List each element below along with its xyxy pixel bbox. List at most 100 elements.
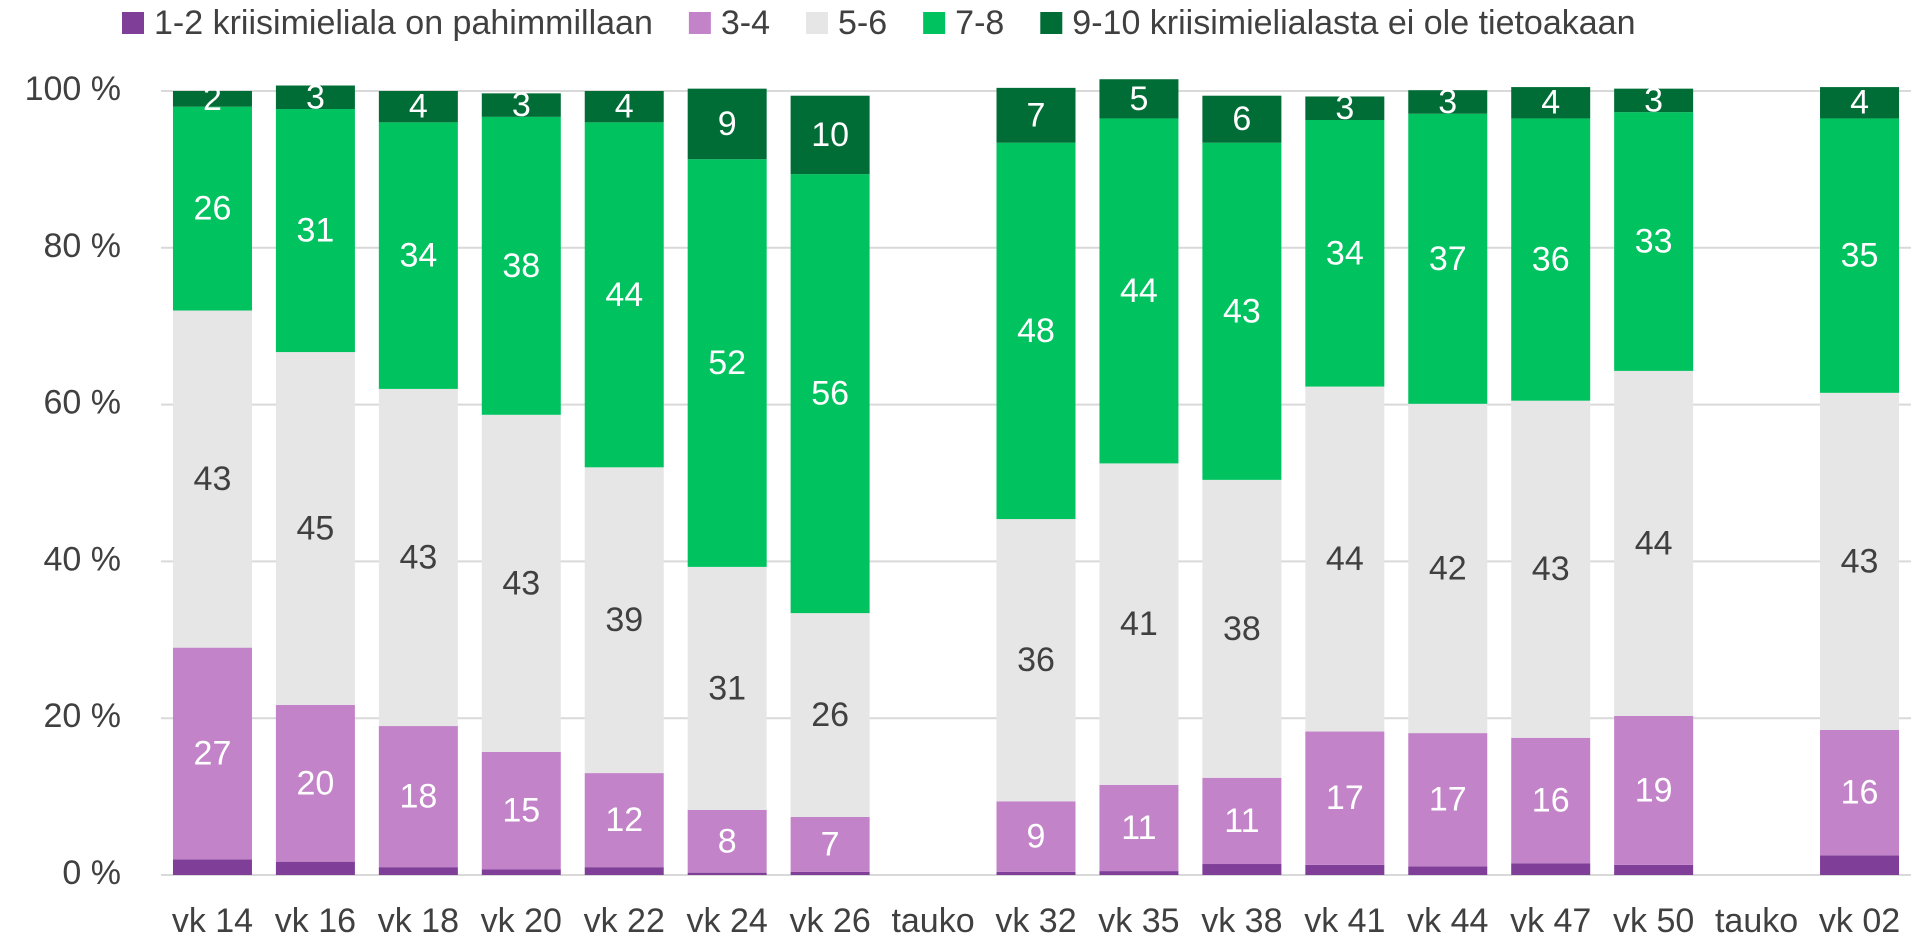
bar-segment <box>1099 79 1179 119</box>
data-label: 2 <box>203 80 222 118</box>
legend-marker <box>923 12 946 34</box>
bar-segment <box>378 388 458 727</box>
bar-segment <box>1820 855 1900 875</box>
bar-segment <box>996 871 1076 875</box>
data-label: 36 <box>1532 241 1570 279</box>
bar-segment <box>1820 392 1900 730</box>
bar-segment <box>1202 95 1282 143</box>
bar-segment <box>790 613 870 817</box>
data-label: 42 <box>1429 549 1467 587</box>
legend-label: 3-4 <box>721 4 770 42</box>
y-tick-label: 40 % <box>44 540 122 578</box>
data-label: 17 <box>1429 781 1467 819</box>
x-tick-label: vk 20 <box>481 902 562 940</box>
bar-segment <box>790 174 870 614</box>
bar-segment <box>996 801 1076 872</box>
bar-segment <box>378 726 458 868</box>
data-label: 7 <box>1027 96 1046 134</box>
x-tick-label: vk 14 <box>172 902 253 940</box>
bar-segment <box>172 106 252 311</box>
data-label: 9 <box>718 105 737 143</box>
bar-segment <box>1202 142 1282 480</box>
bar-segment <box>172 647 252 860</box>
bar-segment <box>687 872 767 875</box>
bar-segment <box>1305 864 1385 875</box>
x-tick-label: vk 35 <box>1098 902 1179 940</box>
data-label: 27 <box>194 734 232 772</box>
bar-segment <box>172 91 252 107</box>
bar-segment <box>584 867 664 875</box>
data-label: 18 <box>399 778 437 816</box>
y-tick-label: 20 % <box>44 697 122 735</box>
bar-segment <box>1305 96 1385 121</box>
bar-segment <box>1614 88 1694 113</box>
bar-segment <box>687 809 767 873</box>
bar-segment <box>1511 737 1591 864</box>
x-tick-label: vk 38 <box>1201 902 1282 940</box>
data-label: 3 <box>512 86 531 124</box>
data-label: 8 <box>718 822 737 860</box>
x-tick-label: vk 16 <box>275 902 356 940</box>
bar-segment <box>790 95 870 175</box>
bar-segment <box>481 116 561 415</box>
x-tick-label: tauko <box>1715 902 1798 940</box>
data-label: 43 <box>1841 542 1879 580</box>
bar-segment <box>1614 112 1694 371</box>
data-label: 34 <box>399 237 437 275</box>
x-tick-label: vk 32 <box>995 902 1076 940</box>
data-label: 31 <box>296 212 334 250</box>
bar-segment <box>1202 864 1282 875</box>
data-label: 3 <box>306 78 325 116</box>
data-label: 11 <box>1224 802 1259 840</box>
data-label: 56 <box>811 375 849 413</box>
data-label: 45 <box>296 509 334 547</box>
data-label: 4 <box>615 88 634 126</box>
bar-segment <box>584 91 664 123</box>
bar-segment <box>1408 90 1488 114</box>
data-label: 37 <box>1429 240 1467 278</box>
y-tick-label: 100 % <box>25 70 121 108</box>
data-label: 5 <box>1129 80 1148 118</box>
bar-segment <box>481 751 561 870</box>
data-label: 38 <box>502 247 540 285</box>
data-label: 31 <box>708 669 746 707</box>
x-tick-label: tauko <box>891 902 974 940</box>
bar-segment <box>1511 118 1591 401</box>
bar-segment <box>1099 784 1179 872</box>
bar-segment <box>1820 729 1900 856</box>
data-label: 20 <box>296 764 334 802</box>
x-tick-label: vk 24 <box>687 902 768 940</box>
legend-label: 5-6 <box>838 4 887 42</box>
bar-segment <box>378 867 458 875</box>
bar-segment <box>584 773 664 868</box>
bar-segment <box>481 414 561 752</box>
data-label: 36 <box>1017 641 1055 679</box>
data-label: 43 <box>502 564 540 602</box>
bar-segment <box>172 859 252 875</box>
bar-segment <box>1305 731 1385 865</box>
bar-segment <box>1614 864 1694 875</box>
bar-segment <box>1099 118 1179 464</box>
data-label: 15 <box>502 792 540 830</box>
legend-label: 1-2 kriisimieliala on pahimmillaan <box>154 4 653 42</box>
bar-segment <box>378 122 458 389</box>
data-label: 17 <box>1326 779 1364 817</box>
bar-segment <box>1408 733 1488 867</box>
bar-segment <box>996 87 1076 143</box>
bar-segment <box>1614 370 1694 716</box>
bar-segment <box>1202 777 1282 865</box>
data-label: 33 <box>1635 223 1673 261</box>
x-tick-label: vk 22 <box>584 902 665 940</box>
data-label: 41 <box>1120 605 1158 643</box>
data-label: 3 <box>1438 83 1457 121</box>
data-label: 38 <box>1223 610 1261 648</box>
data-label: 26 <box>194 190 232 228</box>
bar-segment <box>687 88 767 160</box>
legend-marker <box>122 12 144 34</box>
y-tick-label: 0 % <box>62 854 121 892</box>
data-label: 9 <box>1027 818 1046 856</box>
legend-marker <box>806 12 829 34</box>
data-label: 43 <box>194 460 232 498</box>
legend-marker <box>688 12 711 34</box>
y-tick-label: 80 % <box>44 227 122 265</box>
